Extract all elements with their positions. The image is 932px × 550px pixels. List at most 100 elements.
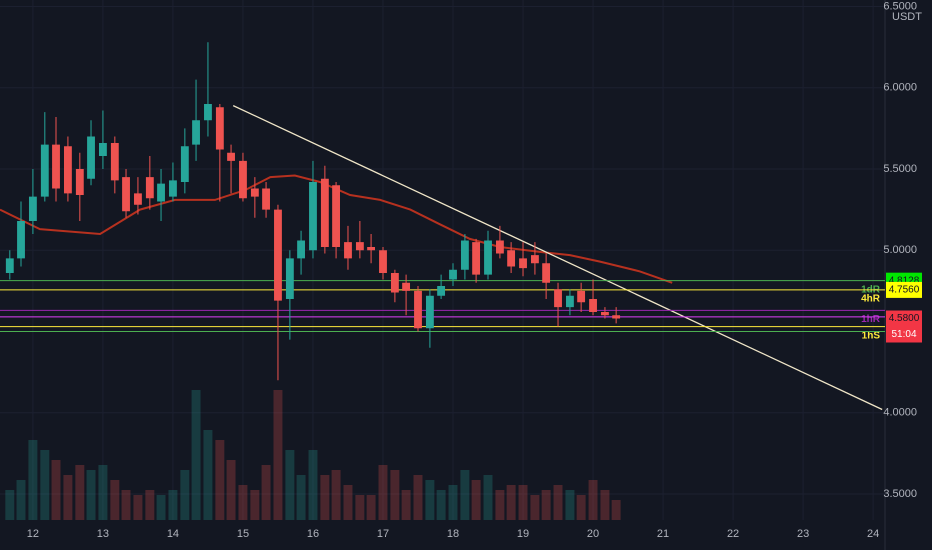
candle-body [274, 209, 282, 301]
x-tick-label: 23 [797, 528, 809, 540]
level-label: 1hS [862, 330, 881, 341]
candle-body [192, 120, 200, 145]
volume-bar [518, 485, 528, 520]
x-tick-label: 21 [657, 528, 669, 540]
volume-bar [86, 470, 96, 520]
candle-body [320, 178, 329, 247]
level-label: 4hR [861, 294, 881, 305]
x-tick-label: 14 [167, 528, 179, 540]
candle-body [437, 286, 446, 296]
volume-bar [145, 490, 155, 520]
countdown: 51:04 [891, 329, 916, 340]
volume-bar [215, 440, 225, 520]
volume-bar [506, 485, 516, 520]
candle-body [63, 146, 72, 194]
candle-body [495, 240, 504, 254]
volume-bar [203, 430, 213, 520]
candle-body [297, 240, 305, 259]
candle-body [285, 258, 294, 299]
countdown-tag [886, 326, 922, 343]
candle-body [332, 185, 340, 247]
volume-bar [471, 480, 481, 520]
volume-bar [576, 495, 586, 520]
volume-bar [413, 475, 423, 520]
y-tick-label: 4.0000 [883, 407, 917, 419]
candle-body [344, 242, 352, 259]
candle-body [390, 273, 399, 293]
volume-bar [553, 485, 563, 520]
volume-bar [296, 475, 306, 520]
volume-bar [226, 460, 236, 520]
volume-bar [483, 475, 493, 520]
x-tick-label: 17 [377, 528, 389, 540]
volume-bar [495, 490, 505, 520]
volume-bar [273, 390, 283, 520]
price-tag [886, 310, 922, 327]
volume-bar [5, 490, 15, 520]
y-tick-label: 5.0000 [883, 244, 917, 256]
y-tick-label: 3.5000 [883, 488, 917, 500]
volume-bar [110, 480, 120, 520]
volume-bar [308, 450, 318, 520]
volume-bar [600, 490, 610, 520]
candle-body [367, 247, 376, 251]
volume-bar [75, 465, 85, 520]
candle-body [531, 255, 539, 264]
candle-body [169, 180, 177, 197]
volume-bar [320, 475, 330, 520]
price-tag [886, 281, 922, 298]
candle-body [28, 196, 37, 221]
x-tick-label: 22 [727, 528, 739, 540]
x-tick-label: 24 [867, 528, 879, 540]
price-tag-label: 4.8128 [889, 275, 920, 286]
candle-body [87, 136, 95, 179]
volume-bar [51, 460, 61, 520]
y-tick-label: 5.5000 [883, 163, 917, 175]
candle-body [355, 242, 364, 251]
candle-body [262, 188, 270, 210]
candle-body [484, 240, 492, 275]
candle-body [507, 250, 516, 267]
candle-body [449, 269, 457, 280]
candle-body [17, 221, 25, 259]
candle-body [472, 242, 481, 275]
volume-bar [168, 490, 178, 520]
candle-body [566, 295, 574, 308]
volume-bar [448, 485, 458, 520]
candle-body [414, 290, 422, 329]
volume-bar [250, 490, 260, 520]
moving-average [0, 174, 673, 284]
candle-body [460, 240, 469, 270]
volume-bar [133, 495, 143, 520]
candle-body [425, 295, 434, 329]
volume-bar [331, 470, 341, 520]
volume-bar [378, 465, 388, 520]
candle-body [519, 258, 527, 269]
level-label: 1hR [861, 314, 881, 325]
candle-body [601, 312, 609, 316]
price-tag-label: 4.5800 [889, 313, 920, 324]
candle-body [215, 107, 224, 150]
candle-body [99, 143, 107, 156]
volume-bar [121, 490, 131, 520]
volume-bar [460, 470, 470, 520]
volume-bar [238, 485, 248, 520]
candle-body [204, 104, 212, 121]
volume-bar [16, 480, 26, 520]
x-tick-label: 15 [237, 528, 249, 540]
candle-body [52, 144, 60, 189]
volume-bar [156, 495, 166, 520]
candle-body [612, 315, 621, 319]
volume-bar [425, 480, 435, 520]
x-tick-label: 19 [517, 528, 529, 540]
y-tick-label: 6.5000 [883, 0, 917, 12]
candle-body [40, 144, 49, 197]
candle-body [145, 177, 154, 199]
x-tick-label: 16 [307, 528, 319, 540]
volume-bar [261, 465, 271, 520]
candle-body [250, 188, 259, 197]
price-tag-label: 4.7560 [889, 285, 920, 296]
candle-body [379, 250, 387, 273]
